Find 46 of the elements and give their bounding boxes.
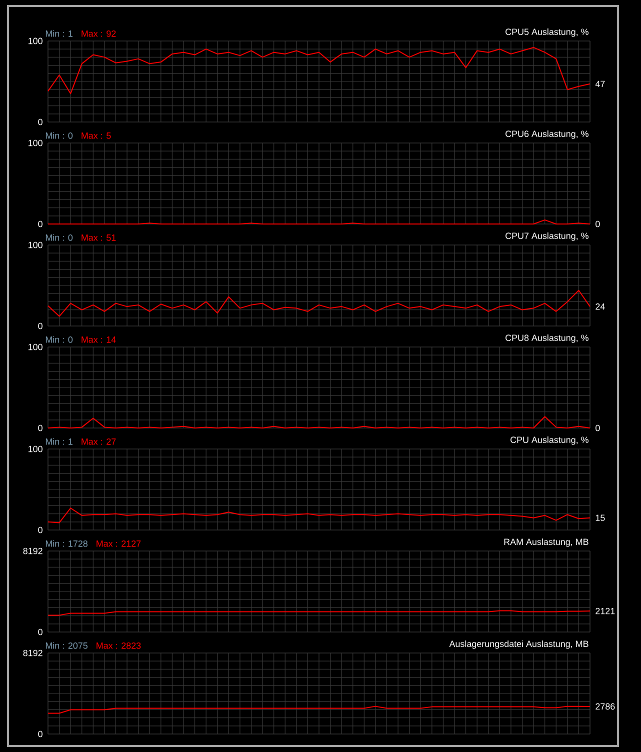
chart-title: CPU Auslastung, % bbox=[510, 436, 588, 445]
y-tick-label: 0 bbox=[38, 424, 42, 432]
text: Min : 1 bbox=[46, 30, 72, 37]
data-label: 0 bbox=[596, 424, 600, 432]
data-label: 2121 bbox=[596, 608, 615, 614]
data-label: 24 bbox=[596, 303, 605, 310]
line-series bbox=[48, 46, 591, 94]
text: Max : 14 bbox=[82, 336, 116, 343]
y-tick-label: 0 bbox=[38, 526, 42, 534]
line-series bbox=[48, 416, 591, 428]
y-tick-label: 100 bbox=[28, 140, 42, 146]
data-label: 15 bbox=[596, 514, 605, 521]
text: Max : 2823 bbox=[96, 642, 141, 649]
y-tick-label: 0 bbox=[38, 220, 42, 228]
text: Min : 0 bbox=[46, 336, 73, 343]
data-label: 2786 bbox=[596, 703, 615, 710]
text: Max : 5 bbox=[82, 132, 111, 139]
chart-title: CPU5 Auslastung, % bbox=[506, 28, 588, 37]
y-tick-label: 0 bbox=[38, 118, 42, 126]
y-tick-label: 8192 bbox=[23, 548, 42, 554]
text: Max : 92 bbox=[82, 30, 116, 37]
text: Max : 51 bbox=[82, 234, 116, 241]
data-label: 47 bbox=[595, 80, 605, 88]
chart-title: Auslagerungsdatei Auslastung, MB bbox=[449, 640, 588, 649]
chart-title: CPU8 Auslastung, % bbox=[506, 334, 588, 343]
chart-title: RAM Auslastung, MB bbox=[504, 538, 588, 547]
line-series bbox=[48, 290, 591, 317]
text: Min : 0 bbox=[46, 132, 73, 139]
y-tick-label: 100 bbox=[28, 38, 42, 44]
chart-title: CPU7 Auslastung, % bbox=[506, 232, 588, 241]
y-tick-label: 100 bbox=[28, 242, 42, 248]
text: Min : 1 bbox=[46, 438, 72, 445]
y-tick-label: 100 bbox=[28, 344, 42, 350]
y-tick-label: 100 bbox=[28, 446, 42, 452]
chart-title: CPU6 Auslastung, % bbox=[506, 130, 588, 139]
y-tick-label: 0 bbox=[38, 628, 42, 636]
text: Max : 2127 bbox=[96, 540, 141, 547]
data-label: 0 bbox=[596, 220, 600, 228]
line-series bbox=[48, 508, 591, 524]
y-tick-label: 8192 bbox=[23, 650, 42, 656]
y-tick-label: 0 bbox=[38, 322, 42, 330]
y-tick-label: 0 bbox=[38, 730, 42, 738]
text: Min : 2075 bbox=[46, 642, 88, 649]
text: Max : 27 bbox=[82, 438, 116, 445]
text: Min : 1728 bbox=[46, 540, 88, 547]
text: Min : 0 bbox=[46, 234, 73, 241]
